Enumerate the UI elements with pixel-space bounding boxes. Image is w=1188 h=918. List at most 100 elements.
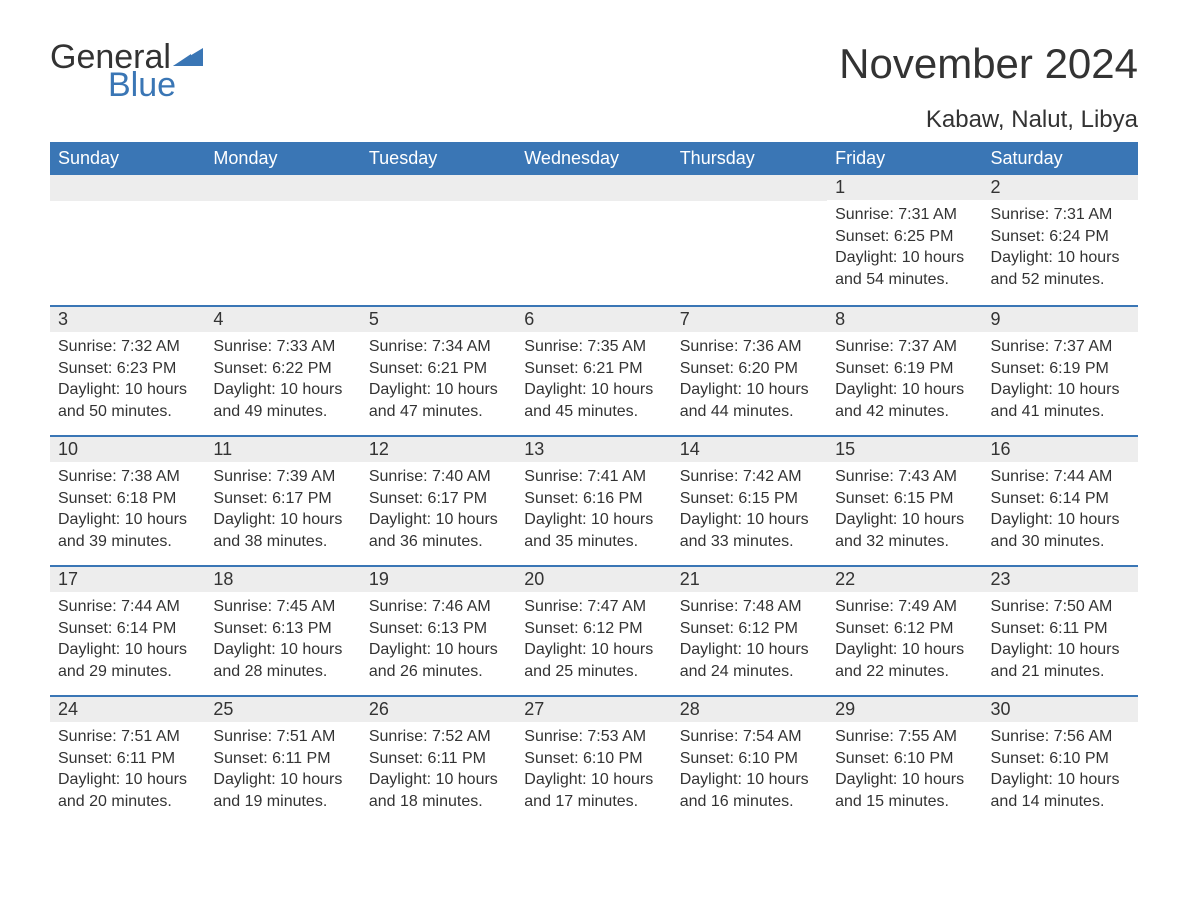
day-details: Sunrise: 7:42 AMSunset: 6:15 PMDaylight:… [672, 462, 827, 560]
calendar-row: 17Sunrise: 7:44 AMSunset: 6:14 PMDayligh… [50, 565, 1138, 695]
sunrise-line: Sunrise: 7:34 AM [369, 336, 508, 358]
sunrise-line: Sunrise: 7:40 AM [369, 466, 508, 488]
day-number: 11 [205, 435, 360, 462]
day-number-empty [672, 175, 827, 201]
header-row: General Blue November 2024 Kabaw, Nalut,… [50, 40, 1138, 134]
daylight-line: Daylight: 10 hours and 30 minutes. [991, 509, 1130, 552]
day-number: 6 [516, 305, 671, 332]
calendar-cell [516, 175, 671, 305]
calendar-cell [50, 175, 205, 305]
calendar-cell: 11Sunrise: 7:39 AMSunset: 6:17 PMDayligh… [205, 435, 360, 565]
sunset-line: Sunset: 6:13 PM [369, 618, 508, 640]
sunset-line: Sunset: 6:10 PM [524, 748, 663, 770]
calendar-row: 3Sunrise: 7:32 AMSunset: 6:23 PMDaylight… [50, 305, 1138, 435]
calendar-cell: 10Sunrise: 7:38 AMSunset: 6:18 PMDayligh… [50, 435, 205, 565]
sunrise-line: Sunrise: 7:45 AM [213, 596, 352, 618]
day-details: Sunrise: 7:44 AMSunset: 6:14 PMDaylight:… [50, 592, 205, 690]
calendar-row: 24Sunrise: 7:51 AMSunset: 6:11 PMDayligh… [50, 695, 1138, 825]
sunset-line: Sunset: 6:21 PM [524, 358, 663, 380]
month-title: November 2024 [839, 40, 1138, 88]
day-number: 26 [361, 695, 516, 722]
day-details: Sunrise: 7:48 AMSunset: 6:12 PMDaylight:… [672, 592, 827, 690]
sunrise-line: Sunrise: 7:33 AM [213, 336, 352, 358]
day-number: 5 [361, 305, 516, 332]
sunset-line: Sunset: 6:24 PM [991, 226, 1130, 248]
daylight-line: Daylight: 10 hours and 26 minutes. [369, 639, 508, 682]
sunset-line: Sunset: 6:17 PM [369, 488, 508, 510]
sunrise-line: Sunrise: 7:56 AM [991, 726, 1130, 748]
day-details: Sunrise: 7:54 AMSunset: 6:10 PMDaylight:… [672, 722, 827, 820]
daylight-line: Daylight: 10 hours and 19 minutes. [213, 769, 352, 812]
daylight-line: Daylight: 10 hours and 52 minutes. [991, 247, 1130, 290]
sunrise-line: Sunrise: 7:49 AM [835, 596, 974, 618]
calendar-cell: 27Sunrise: 7:53 AMSunset: 6:10 PMDayligh… [516, 695, 671, 825]
daylight-line: Daylight: 10 hours and 20 minutes. [58, 769, 197, 812]
sunset-line: Sunset: 6:14 PM [991, 488, 1130, 510]
calendar-cell: 4 Sunrise: 7:33 AMSunset: 6:22 PMDaylight… [205, 305, 360, 435]
daylight-line: Daylight: 10 hours and 49 minutes. [213, 379, 352, 422]
sunrise-line: Sunrise: 7:54 AM [680, 726, 819, 748]
calendar-header: SundayMondayTuesdayWednesdayThursdayFrid… [50, 142, 1138, 175]
sunrise-line: Sunrise: 7:46 AM [369, 596, 508, 618]
daylight-line: Daylight: 10 hours and 41 minutes. [991, 379, 1130, 422]
calendar-cell: 18Sunrise: 7:45 AMSunset: 6:13 PMDayligh… [205, 565, 360, 695]
day-number: 20 [516, 565, 671, 592]
day-details: Sunrise: 7:41 AMSunset: 6:16 PMDaylight:… [516, 462, 671, 560]
sunrise-line: Sunrise: 7:37 AM [991, 336, 1130, 358]
day-details: Sunrise: 7:56 AMSunset: 6:10 PMDaylight:… [983, 722, 1138, 820]
daylight-line: Daylight: 10 hours and 25 minutes. [524, 639, 663, 682]
sunset-line: Sunset: 6:18 PM [58, 488, 197, 510]
sunset-line: Sunset: 6:12 PM [835, 618, 974, 640]
sunset-line: Sunset: 6:22 PM [213, 358, 352, 380]
sunset-line: Sunset: 6:11 PM [991, 618, 1130, 640]
daylight-line: Daylight: 10 hours and 16 minutes. [680, 769, 819, 812]
calendar-cell: 20Sunrise: 7:47 AMSunset: 6:12 PMDayligh… [516, 565, 671, 695]
sunrise-line: Sunrise: 7:41 AM [524, 466, 663, 488]
sunrise-line: Sunrise: 7:43 AM [835, 466, 974, 488]
sunset-line: Sunset: 6:25 PM [835, 226, 974, 248]
calendar-cell: 8Sunrise: 7:37 AMSunset: 6:19 PMDaylight… [827, 305, 982, 435]
day-details: Sunrise: 7:45 AMSunset: 6:13 PMDaylight:… [205, 592, 360, 690]
daylight-line: Daylight: 10 hours and 42 minutes. [835, 379, 974, 422]
day-number: 17 [50, 565, 205, 592]
logo-triangle-icon [173, 44, 203, 70]
day-number: 18 [205, 565, 360, 592]
daylight-line: Daylight: 10 hours and 39 minutes. [58, 509, 197, 552]
day-details: Sunrise: 7:36 AMSunset: 6:20 PMDaylight:… [672, 332, 827, 430]
daylight-line: Daylight: 10 hours and 24 minutes. [680, 639, 819, 682]
sunrise-line: Sunrise: 7:44 AM [58, 596, 197, 618]
daylight-line: Daylight: 10 hours and 29 minutes. [58, 639, 197, 682]
daylight-line: Daylight: 10 hours and 15 minutes. [835, 769, 974, 812]
daylight-line: Daylight: 10 hours and 36 minutes. [369, 509, 508, 552]
day-details: Sunrise: 7:32 AMSunset: 6:23 PMDaylight:… [50, 332, 205, 430]
location-text: Kabaw, Nalut, Libya [839, 106, 1138, 134]
weekday-header: Saturday [983, 142, 1138, 175]
sunset-line: Sunset: 6:12 PM [524, 618, 663, 640]
daylight-line: Daylight: 10 hours and 54 minutes. [835, 247, 974, 290]
calendar-cell: 25Sunrise: 7:51 AMSunset: 6:11 PMDayligh… [205, 695, 360, 825]
sunrise-line: Sunrise: 7:51 AM [213, 726, 352, 748]
calendar-cell: 28Sunrise: 7:54 AMSunset: 6:10 PMDayligh… [672, 695, 827, 825]
sunset-line: Sunset: 6:11 PM [58, 748, 197, 770]
calendar-cell: 21Sunrise: 7:48 AMSunset: 6:12 PMDayligh… [672, 565, 827, 695]
sunrise-line: Sunrise: 7:51 AM [58, 726, 197, 748]
sunset-line: Sunset: 6:10 PM [991, 748, 1130, 770]
daylight-line: Daylight: 10 hours and 50 minutes. [58, 379, 197, 422]
day-number-empty [50, 175, 205, 201]
calendar-cell: 14Sunrise: 7:42 AMSunset: 6:15 PMDayligh… [672, 435, 827, 565]
calendar-cell: 16Sunrise: 7:44 AMSunset: 6:14 PMDayligh… [983, 435, 1138, 565]
weekday-header: Tuesday [361, 142, 516, 175]
logo-text-blue: Blue [108, 68, 203, 102]
day-number: 21 [672, 565, 827, 592]
sunrise-line: Sunrise: 7:38 AM [58, 466, 197, 488]
day-details: Sunrise: 7:44 AMSunset: 6:14 PMDaylight:… [983, 462, 1138, 560]
weekday-header: Friday [827, 142, 982, 175]
day-details: Sunrise: 7:49 AMSunset: 6:12 PMDaylight:… [827, 592, 982, 690]
calendar-cell: 15Sunrise: 7:43 AMSunset: 6:15 PMDayligh… [827, 435, 982, 565]
calendar-cell: 24Sunrise: 7:51 AMSunset: 6:11 PMDayligh… [50, 695, 205, 825]
sunrise-line: Sunrise: 7:42 AM [680, 466, 819, 488]
daylight-line: Daylight: 10 hours and 47 minutes. [369, 379, 508, 422]
day-details: Sunrise: 7:46 AMSunset: 6:13 PMDaylight:… [361, 592, 516, 690]
sunrise-line: Sunrise: 7:36 AM [680, 336, 819, 358]
day-number: 4 [205, 305, 360, 332]
